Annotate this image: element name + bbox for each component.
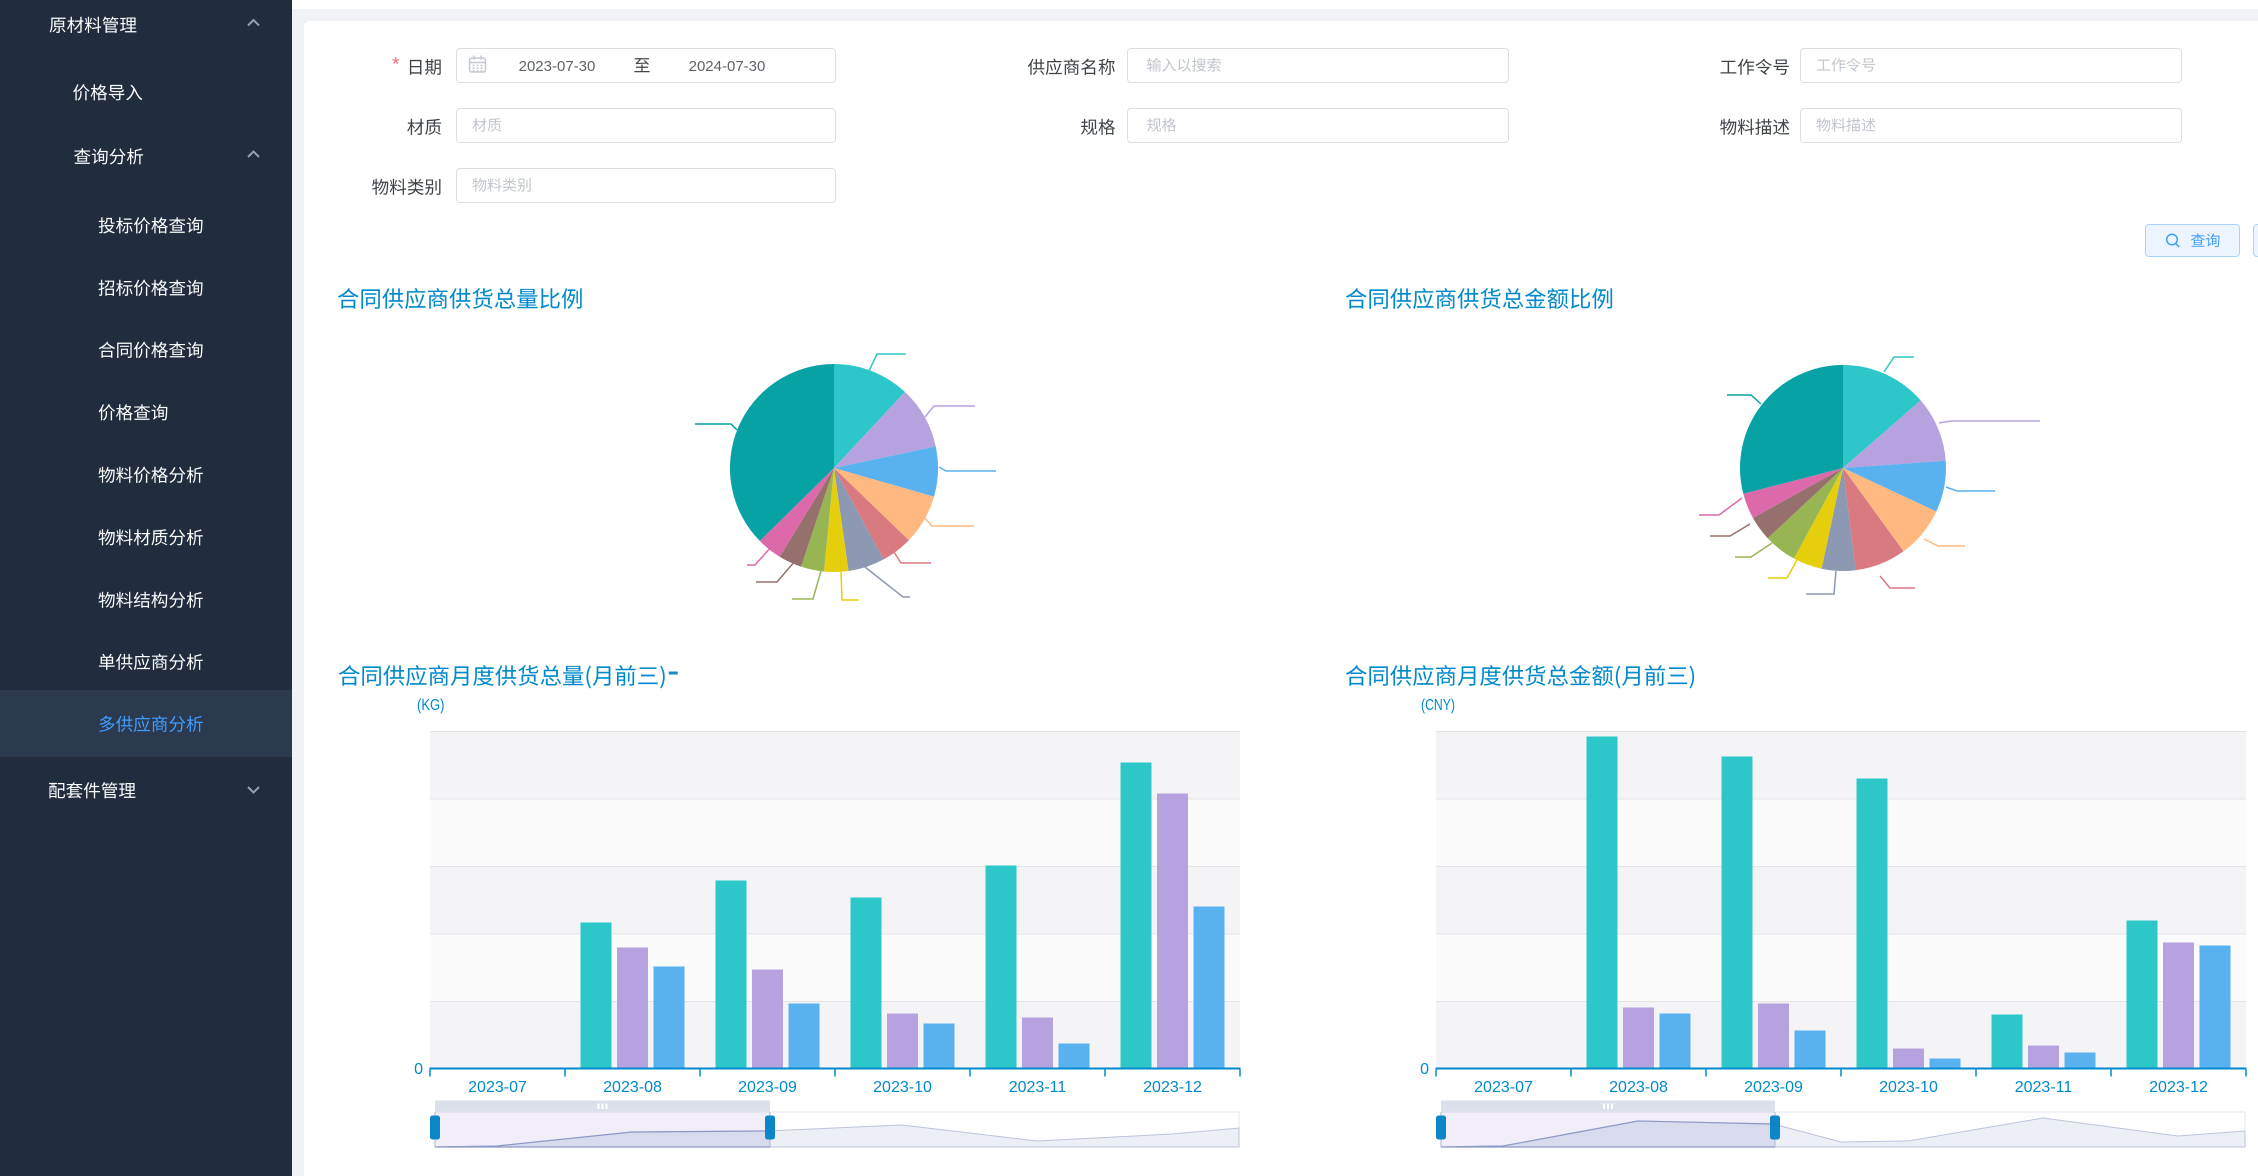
svg-text:2023-11: 2023-11 (1009, 1079, 1067, 1096)
svg-text:2023-10: 2023-10 (1879, 1079, 1938, 1096)
svg-text:2024-07-30: 2024-07-30 (689, 58, 766, 75)
svg-text:2023-11: 2023-11 (2015, 1079, 2073, 1096)
svg-text:2023-10: 2023-10 (873, 1079, 932, 1096)
svg-text:2023-09: 2023-09 (738, 1079, 797, 1096)
svg-text:(KG): (KG) (417, 697, 445, 714)
svg-text:2023-12: 2023-12 (1143, 1079, 1202, 1096)
svg-text:0: 0 (1420, 1061, 1429, 1078)
svg-text:2023-07-30: 2023-07-30 (519, 58, 596, 75)
svg-text:2023-07: 2023-07 (1474, 1079, 1533, 1096)
svg-text:(CNY): (CNY) (1421, 697, 1455, 714)
svg-text:2023-12: 2023-12 (2149, 1079, 2208, 1096)
svg-text:2023-08: 2023-08 (603, 1079, 662, 1096)
svg-text:0: 0 (414, 1061, 423, 1078)
svg-text:*: * (392, 55, 400, 76)
svg-text:2023-07: 2023-07 (468, 1079, 527, 1096)
svg-text:2023-08: 2023-08 (1609, 1079, 1668, 1096)
svg-text:2023-09: 2023-09 (1744, 1079, 1803, 1096)
